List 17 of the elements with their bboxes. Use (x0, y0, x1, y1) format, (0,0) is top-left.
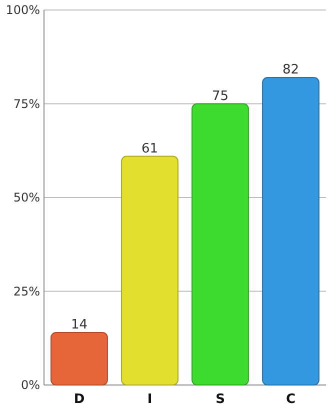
data-label: 61 (141, 141, 158, 156)
x-tick-label: C (286, 392, 296, 407)
y-tick-label: 75% (13, 96, 40, 111)
y-tick-label: 0% (20, 378, 40, 392)
bar (192, 103, 249, 386)
y-tick-label: 100% (6, 3, 40, 18)
bar (121, 156, 178, 386)
bar (50, 332, 108, 386)
data-label: 75 (212, 88, 229, 104)
x-tick-label: S (216, 392, 225, 407)
x-tick-label: I (147, 392, 152, 407)
data-label: 82 (282, 62, 300, 78)
x-tick-label: D (74, 392, 85, 407)
y-tick-label: 25% (13, 284, 40, 298)
y-tick-label: 50% (13, 190, 40, 205)
bar (262, 77, 320, 386)
data-label: 14 (70, 318, 88, 332)
